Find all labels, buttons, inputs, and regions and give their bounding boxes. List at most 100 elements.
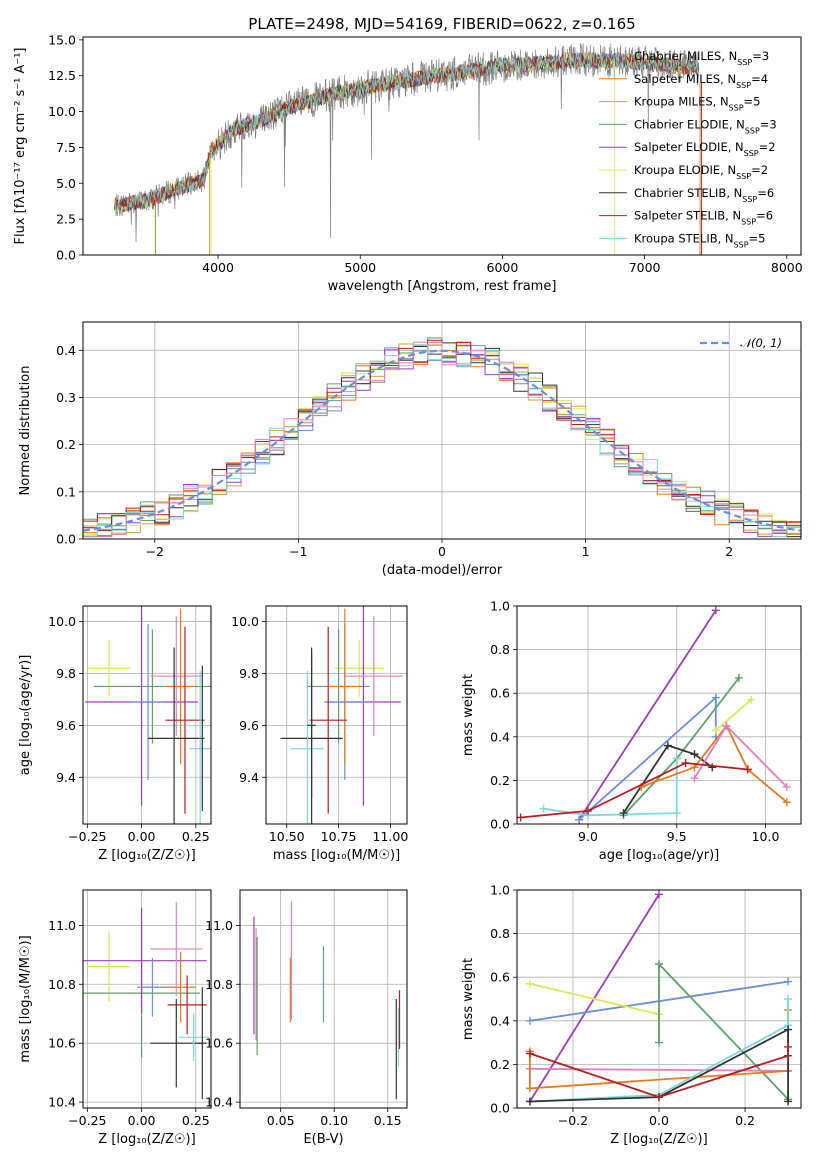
y-axis-label: mass weight bbox=[461, 958, 476, 1040]
y-tick-label: 9.4 bbox=[239, 770, 259, 785]
weight-series-line bbox=[529, 1028, 789, 1103]
weight-series-line bbox=[543, 758, 678, 817]
weight-series-line bbox=[715, 699, 752, 731]
axes-frame bbox=[82, 321, 802, 540]
y-tick-label: 2.5 bbox=[56, 212, 76, 227]
weight-series-line bbox=[529, 1047, 789, 1099]
weight-point-marker bbox=[708, 763, 717, 772]
weight-point-marker bbox=[784, 1097, 793, 1106]
y-tick-label: 0.8 bbox=[490, 642, 510, 657]
weight-point-marker bbox=[690, 774, 699, 783]
x-tick-label: 0.25 bbox=[182, 1113, 210, 1128]
y-tick-label: 10.0 bbox=[48, 614, 76, 629]
y-tick-label: 9.6 bbox=[239, 718, 259, 733]
y-tick-label: 9.8 bbox=[239, 666, 259, 681]
weight-point-marker bbox=[681, 758, 690, 767]
x-tick-label: 1 bbox=[582, 544, 590, 559]
legend-entry: Salpeter MILES, NSSP=4 bbox=[634, 72, 768, 90]
weight-point-marker bbox=[711, 726, 720, 735]
weight-point-marker bbox=[655, 1038, 663, 1047]
weight-point-marker bbox=[619, 809, 628, 818]
x-tick-label: 11.00 bbox=[373, 829, 409, 844]
y-tick-label: 9.4 bbox=[56, 770, 76, 785]
y-tick-label: 0.2 bbox=[490, 773, 510, 788]
axes-frame bbox=[516, 605, 802, 825]
weight-point-marker bbox=[782, 782, 791, 791]
plot-area bbox=[525, 890, 793, 1106]
panel-age-vs-mass: 10.50 10.75 11.00 9.4 9.6 9.8 10.0 mass [log₁₀(… bbox=[231, 605, 409, 863]
legend-entry: 𝒩(0, 1) bbox=[740, 336, 782, 350]
y-tick-label: 10.4 bbox=[48, 1095, 76, 1110]
legend-entry: Salpeter STELIB, NSSP=6 bbox=[634, 209, 773, 227]
weight-series-line bbox=[622, 744, 713, 814]
residual-histogram bbox=[83, 341, 801, 538]
y-tick-label: 0.4 bbox=[490, 1013, 510, 1028]
plot-area bbox=[85, 606, 211, 824]
x-tick-label: 5000 bbox=[344, 260, 376, 275]
y-tick-label: 0.6 bbox=[490, 686, 510, 701]
y-axis-label: age [log₁₀(age/yr)] bbox=[18, 655, 33, 776]
weight-point-marker bbox=[784, 995, 793, 1003]
y-tick-label: 12.5 bbox=[48, 68, 76, 83]
weight-point-marker bbox=[525, 1084, 534, 1093]
axes-frame bbox=[82, 889, 212, 1109]
y-tick-label: 10.4 bbox=[205, 1095, 233, 1110]
observed-spectrum-line bbox=[113, 43, 699, 242]
axes-frame bbox=[516, 889, 802, 1109]
panel-spectrum: 4000 5000 6000 7000 8000 0.0 2.5 5.0 7.5 10.0 12.5… bbox=[13, 15, 803, 294]
y-tick-label: 10.8 bbox=[205, 977, 233, 992]
x-axis-label: Z [log₁₀(Z/Z☉)] bbox=[610, 1132, 707, 1147]
weight-point-marker bbox=[663, 741, 672, 750]
y-tick-label: 0.0 bbox=[56, 248, 76, 263]
axes-frame bbox=[82, 36, 802, 256]
weight-series-line bbox=[529, 893, 660, 1102]
x-tick-label: 8000 bbox=[771, 260, 803, 275]
weight-point-marker bbox=[690, 750, 699, 759]
y-tick-label: 11.0 bbox=[205, 918, 233, 933]
y-tick-label: 1.0 bbox=[490, 883, 510, 898]
legend-entry: Kroupa ELODIE, NSSP=2 bbox=[634, 163, 768, 181]
x-axis-label: wavelength [Angstrom, rest frame] bbox=[328, 279, 557, 294]
weight-point-marker bbox=[525, 1049, 534, 1058]
x-axis-label: mass [log₁₀(M/M☉)] bbox=[273, 848, 400, 863]
weight-point-marker bbox=[784, 977, 793, 986]
y-tick-label: 0.2 bbox=[56, 437, 76, 452]
weight-point-marker bbox=[655, 1093, 663, 1102]
weight-point-marker bbox=[525, 979, 534, 988]
x-tick-label: 0.0 bbox=[649, 1113, 669, 1128]
weight-point-marker bbox=[672, 809, 681, 818]
weight-point-marker bbox=[525, 1016, 534, 1025]
y-tick-label: 10.0 bbox=[48, 104, 76, 119]
y-tick-label: 9.8 bbox=[56, 666, 76, 681]
x-tick-label: 0.00 bbox=[128, 829, 156, 844]
x-axis-label: (data-model)/error bbox=[382, 563, 503, 578]
legend-entry: Kroupa MILES, NSSP=5 bbox=[634, 95, 760, 113]
chart-title: PLATE=2498, MJD=54169, FIBERID=0622, z=0… bbox=[248, 15, 635, 33]
y-tick-label: 0.2 bbox=[490, 1057, 510, 1072]
panel-residuals: −2 −1 0 1 2 0.0 0.1 0.2 0.3 0.4 (data-model)/error… bbox=[18, 321, 802, 578]
weight-series-line bbox=[529, 999, 789, 1103]
weight-point-marker bbox=[711, 606, 720, 615]
weight-point-marker bbox=[734, 673, 743, 682]
x-tick-label: 0.25 bbox=[182, 829, 210, 844]
y-tick-label: 9.6 bbox=[56, 718, 76, 733]
x-tick-label: −0.25 bbox=[68, 829, 106, 844]
x-tick-label: −0.2 bbox=[558, 1113, 588, 1128]
weight-point-marker bbox=[525, 1097, 534, 1106]
x-axis-label: Z [log₁₀(Z/Z☉)] bbox=[98, 848, 195, 863]
y-tick-label: 0.0 bbox=[56, 532, 76, 547]
y-axis-label: Flux [fλ10⁻¹⁷ erg cm⁻² s⁻¹ A⁻¹] bbox=[13, 48, 28, 245]
x-tick-label: −2 bbox=[146, 544, 164, 559]
legend-entry: Chabrier ELODIE, NSSP=3 bbox=[634, 117, 777, 135]
y-tick-label: 10.6 bbox=[48, 1036, 76, 1051]
axes-frame bbox=[265, 605, 408, 825]
y-tick-label: 0.4 bbox=[56, 343, 76, 358]
weight-point-marker bbox=[743, 765, 752, 774]
x-axis-label: E(B-V) bbox=[303, 1132, 343, 1147]
legend-entry: Chabrier STELIB, NSSP=6 bbox=[634, 186, 774, 204]
y-tick-label: 0.0 bbox=[490, 1101, 510, 1116]
y-tick-label: 11.0 bbox=[48, 918, 76, 933]
weight-series-line bbox=[622, 677, 740, 816]
model-spectrum-line bbox=[113, 51, 699, 214]
